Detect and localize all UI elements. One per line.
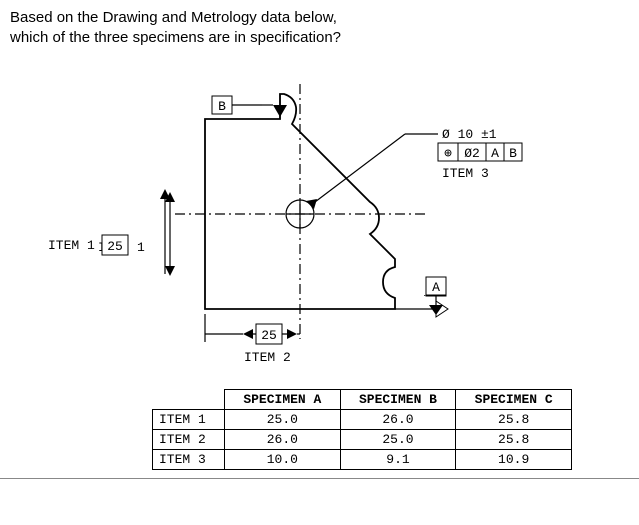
cell: 25.8 — [456, 409, 572, 429]
row-name: ITEM 3 — [153, 449, 225, 469]
cell: 25.8 — [456, 429, 572, 449]
question-text: Based on the Drawing and Metrology data … — [0, 0, 639, 49]
item1-dimension: ITEM 1 — [98, 189, 170, 274]
cell: 10.9 — [456, 449, 572, 469]
datum-b: B — [212, 94, 287, 119]
table-row: ITEM 2 26.0 25.0 25.8 — [153, 429, 572, 449]
row-name: ITEM 1 — [153, 409, 225, 429]
svg-text:Ø 10 ±1: Ø 10 ±1 — [442, 127, 497, 142]
svg-text:A: A — [491, 146, 499, 161]
svg-text:B: B — [509, 146, 517, 161]
drawing-svg: B A A — [0, 49, 639, 389]
datum-b-letter: B — [218, 99, 226, 114]
col-specimen-c: SPECIMEN C — [456, 389, 572, 409]
item3-callout: Ø 10 ±1 ⊕ Ø2 A B ITEM 3 — [306, 127, 522, 209]
svg-text:A: A — [432, 280, 440, 295]
cell: 26.0 — [225, 429, 341, 449]
question-line-2: which of the three specimens are in spec… — [10, 29, 341, 46]
col-blank — [153, 389, 225, 409]
metrology-table: SPECIMEN A SPECIMEN B SPECIMEN C ITEM 1 … — [152, 389, 572, 470]
item2-dimension: 25 ITEM 2 — [205, 314, 300, 365]
svg-text:⊕: ⊕ — [444, 146, 452, 161]
cell: 25.0 — [225, 409, 341, 429]
cell: 25.0 — [340, 429, 456, 449]
table-row: ITEM 3 10.0 9.1 10.9 — [153, 449, 572, 469]
svg-text:25: 25 — [107, 239, 123, 254]
row-name: ITEM 2 — [153, 429, 225, 449]
cell: 9.1 — [340, 449, 456, 469]
question-line-1: Based on the Drawing and Metrology data … — [10, 9, 337, 26]
col-specimen-b: SPECIMEN B — [340, 389, 456, 409]
svg-text:ITEM 2: ITEM 2 — [244, 350, 291, 365]
cell: 10.0 — [225, 449, 341, 469]
svg-text:ITEM 3: ITEM 3 — [442, 166, 489, 181]
engineering-drawing: B A A — [0, 49, 639, 389]
svg-text:ITEM 1: ITEM 1 — [48, 238, 95, 253]
cell: 26.0 — [340, 409, 456, 429]
feature-control-frame: ⊕ Ø2 A B — [438, 143, 522, 161]
footer-separator — [0, 478, 639, 479]
table-row: ITEM 1 25.0 26.0 25.8 — [153, 409, 572, 429]
svg-text:Ø2: Ø2 — [464, 146, 480, 161]
item1-clean: ITEM 1 25 — [48, 192, 175, 276]
svg-text:25: 25 — [261, 328, 277, 343]
col-specimen-a: SPECIMEN A — [225, 389, 341, 409]
